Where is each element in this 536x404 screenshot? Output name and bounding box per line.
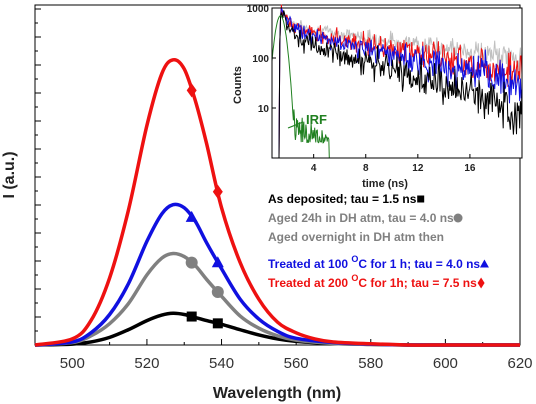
x-tick-label: 540	[209, 355, 234, 372]
diamond-marker	[212, 184, 223, 199]
square-marker	[417, 195, 425, 203]
irf-label: IRF	[306, 112, 327, 127]
x-tick-label: 580	[358, 355, 383, 372]
inset-y-tick-label: 10	[258, 104, 270, 115]
x-tick-label: 620	[507, 355, 532, 372]
main-markers	[185, 83, 224, 329]
x-tick-label: 520	[134, 355, 159, 372]
triangle-marker	[211, 256, 224, 268]
x-tick-label: 600	[433, 355, 458, 372]
inset-x-tick-label: 12	[412, 163, 424, 174]
irf-trace	[271, 15, 332, 159]
inset-y-tick-label: 100	[252, 54, 269, 65]
square-marker	[212, 318, 223, 329]
square-marker	[186, 311, 197, 322]
main-plot: 500 520 540 560 580 600 620 Wavelength (nm) I …	[1, 4, 533, 402]
inset-ticks: 4 8 12 16 10 100 1000	[247, 4, 476, 174]
legend-entry-2: Aged overnight in DH atm then	[268, 230, 444, 244]
diamond-marker	[186, 83, 197, 98]
inset-x-axis-title: time (ns)	[362, 178, 408, 190]
x-tick-label: 560	[284, 355, 309, 372]
legend-entry-0: As deposited; tau = 1.5 ns	[268, 192, 417, 206]
triangle-marker	[479, 259, 489, 268]
inset-plot: 4 8 12 16 10 100 1000 time (ns) Counts IRF	[232, 4, 523, 190]
inset-x-tick-label: 16	[464, 163, 476, 174]
main-plot-frame	[34, 4, 521, 346]
inset-y-axis-title: Counts	[232, 66, 244, 104]
x-tick-label: 500	[60, 355, 85, 372]
inset-curves	[271, 4, 523, 159]
main-x-ticks: 500 520 540 560 580 600 620	[34, 339, 533, 372]
diamond-marker	[477, 277, 485, 289]
inset-y-tick-label: 1000	[247, 4, 270, 15]
circle-marker	[185, 256, 198, 269]
inset-x-tick-label: 8	[363, 163, 369, 174]
inset-x-tick-label: 4	[311, 163, 317, 174]
circle-marker	[211, 286, 224, 299]
triangle-marker	[185, 210, 198, 222]
series-line-3	[34, 57, 520, 347]
irf-annotation: IRF	[287, 112, 327, 129]
legend-entry-1: Aged 24h in DH atm, tau = 4.0 ns	[268, 211, 454, 225]
inset-frame	[271, 7, 523, 159]
legend-entry-4: Treated at 200 OC for 1h; tau = 7.5 ns	[268, 273, 477, 290]
legend: As deposited; tau = 1.5 ns Aged 24h in D…	[268, 192, 489, 290]
main-x-axis-title: Wavelength (nm)	[213, 385, 341, 402]
decay-trace-3	[272, 10, 523, 159]
irf-pointer-line	[287, 121, 304, 129]
circle-marker	[453, 213, 463, 223]
legend-entry-3: Treated at 100 OC for 1 h; tau = 4.0 ns	[268, 254, 480, 271]
main-y-ticks	[35, 8, 41, 346]
main-y-axis-title: I (a.u.)	[1, 151, 18, 198]
